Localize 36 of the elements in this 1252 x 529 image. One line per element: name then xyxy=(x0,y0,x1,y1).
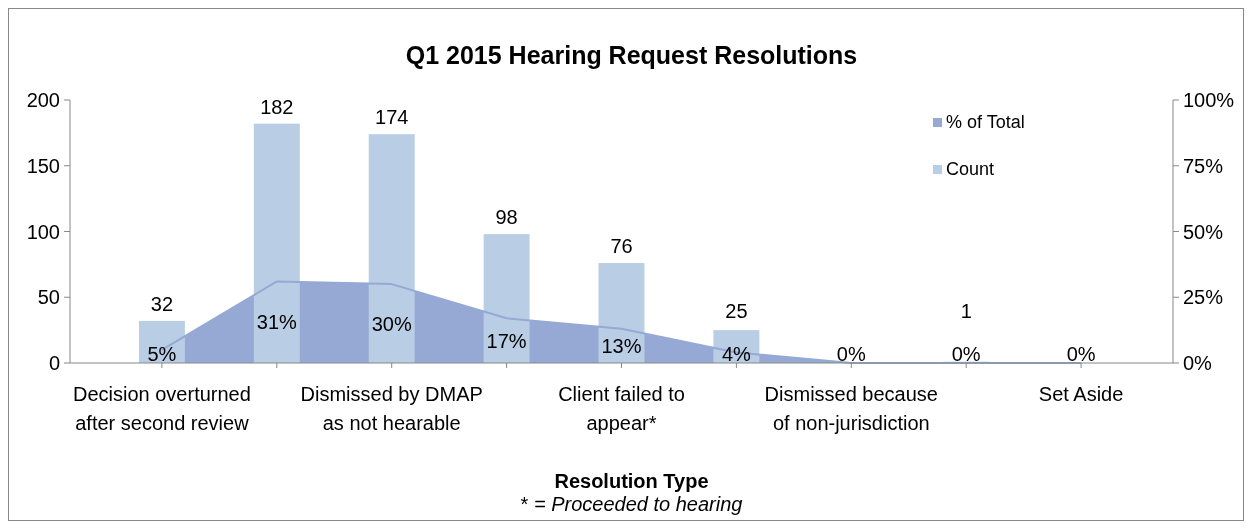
data-label: 13% xyxy=(601,334,642,357)
y2-tick-label: 0% xyxy=(1183,352,1213,374)
chart-title: Q1 2015 Hearing Request Resolutions xyxy=(405,41,858,69)
y-tick-label: 150 xyxy=(26,154,60,177)
data-label: 4% xyxy=(721,343,752,365)
data-label: 1 xyxy=(960,300,972,322)
data-label: 17% xyxy=(486,329,527,352)
data-label: 174 xyxy=(375,106,409,129)
data-label: 30% xyxy=(371,312,412,335)
legend-label: % of Total xyxy=(946,112,1025,132)
y2-tick-label: 100% xyxy=(1183,89,1235,111)
y2-tick-label: 25% xyxy=(1183,286,1224,309)
data-label: 182 xyxy=(260,95,294,118)
data-label: 98 xyxy=(495,206,518,229)
x-tick-label: Dismissed because of non-jurisdiction xyxy=(764,383,938,434)
text: * = Proceeded to hearing xyxy=(520,493,743,515)
data-label: 32 xyxy=(150,292,174,315)
data-label: 5% xyxy=(147,343,177,365)
legend-label: Count xyxy=(946,159,995,179)
data-label: 0% xyxy=(1066,343,1096,365)
x-tick-label: Client failed to appear* xyxy=(558,383,685,434)
y-tick-label: 200 xyxy=(26,89,60,111)
data-label: 25 xyxy=(725,300,748,322)
x-tick-label: Set Aside xyxy=(1038,383,1124,405)
x-axis-title: Resolution Type xyxy=(554,470,709,492)
y-tick-label: 50 xyxy=(37,286,60,309)
y2-tick-label: 75% xyxy=(1183,154,1224,177)
y-tick-label: 0 xyxy=(48,352,60,374)
data-label: 31% xyxy=(256,311,298,334)
data-label: 0% xyxy=(836,343,866,365)
x-tick-label: Decision overturned after second review xyxy=(72,383,251,434)
data-label: 0% xyxy=(951,343,981,365)
y2-tick-label: 50% xyxy=(1183,220,1224,243)
y-tick-label: 100 xyxy=(26,220,60,243)
x-tick-label: Dismissed by DMAP as not hearable xyxy=(300,383,483,434)
data-label: 76 xyxy=(610,235,633,258)
